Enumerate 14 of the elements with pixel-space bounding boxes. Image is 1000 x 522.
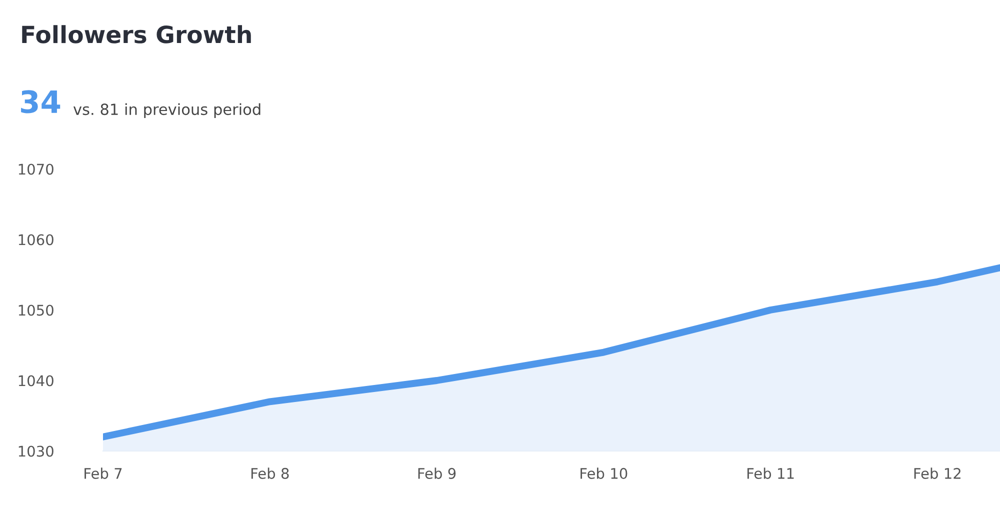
x-tick-label: Feb 7: [84, 468, 122, 479]
text: 34: [21, 90, 60, 114]
x-tick-label: Feb 8: [251, 468, 289, 479]
x-tick-label: Feb 12: [914, 468, 960, 479]
x-tick-label: Feb 11: [747, 468, 794, 479]
x-tick-label: Feb 9: [418, 468, 456, 479]
chart-subtitle: vs. 81 in previous period: [73, 103, 260, 118]
y-tick-label: 1050: [18, 304, 54, 316]
y-tick-label: 1070: [18, 164, 54, 175]
y-tick-label: 1060: [18, 234, 54, 246]
chart-title: Followers Growth: [22, 25, 251, 44]
y-tick-label: 1030: [18, 446, 54, 457]
x-tick-label: Feb 10: [580, 468, 628, 479]
y-tick-label: 1040: [18, 375, 54, 386]
